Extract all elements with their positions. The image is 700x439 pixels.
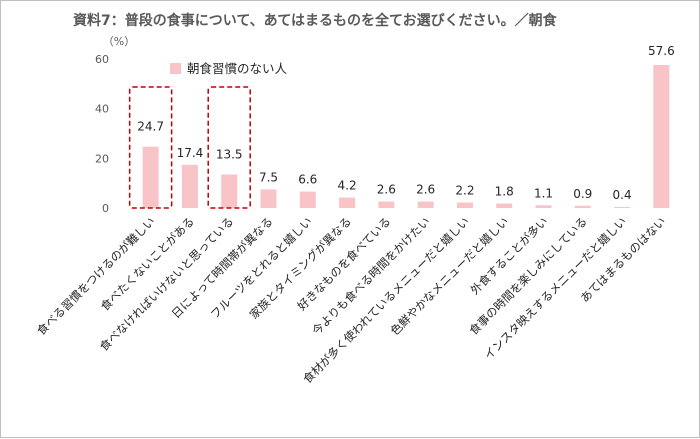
legend-swatch [170, 63, 181, 74]
y-tick-label: 0 [102, 202, 109, 215]
bar [653, 64, 670, 209]
data-label: 2.6 [416, 183, 435, 197]
data-label: 13.5 [216, 147, 243, 161]
bar [614, 207, 631, 208]
highlight-box [128, 86, 173, 209]
y-axis: 0 20 40 60 [95, 53, 109, 215]
y-tick-label: 20 [95, 152, 109, 165]
legend: 朝食習慣のない人 [170, 61, 288, 76]
bar [339, 197, 356, 208]
bar [417, 201, 434, 208]
data-label: 0.9 [573, 187, 592, 201]
data-label: 24.7 [137, 120, 164, 134]
data-label: 2.2 [455, 184, 474, 198]
bar [221, 174, 238, 208]
data-labels: 24.7 17.4 13.5 7.5 6.6 4.2 2.6 2.6 2.2 1.8 1.1 0.9 0… [137, 44, 674, 202]
bar [260, 189, 277, 208]
bar [456, 202, 473, 208]
bars [142, 64, 670, 209]
data-label: 0.4 [613, 188, 632, 202]
data-label: 2.6 [377, 183, 396, 197]
x-tick-label: インスタ映えするメニューだと嬉しい [481, 214, 629, 362]
y-tick-label: 60 [95, 53, 109, 66]
bar [299, 191, 316, 208]
data-label: 6.6 [298, 173, 317, 187]
bar [378, 201, 395, 208]
bar [496, 203, 513, 208]
bar [574, 205, 591, 208]
data-label: 57.6 [648, 44, 675, 58]
chart-title: 資料7：普段の食事について、あてはまるものを全てお選びください。／朝食 [73, 12, 558, 29]
data-label: 1.1 [534, 186, 553, 200]
x-axis-labels: 食べる習慣をつけるのが難しい食べたくないことがある食べなければいけないと思ってい… [34, 214, 668, 386]
data-label: 17.4 [177, 146, 204, 160]
data-label: 4.2 [338, 179, 357, 193]
data-label: 1.8 [495, 185, 514, 199]
bar [535, 205, 552, 208]
data-label: 7.5 [259, 170, 278, 184]
unit-label: （%） [103, 35, 135, 48]
y-tick-label: 40 [95, 103, 109, 116]
legend-label: 朝食習慣のない人 [187, 61, 288, 76]
highlight-boxes [128, 86, 251, 209]
bar [142, 146, 159, 208]
bar [181, 164, 198, 208]
highlight-box [207, 86, 251, 209]
